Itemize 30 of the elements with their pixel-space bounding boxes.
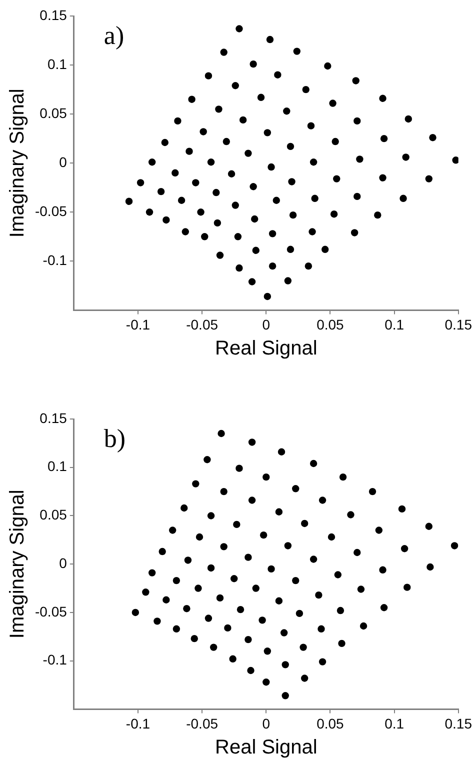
x-tick-label: 0.15 (444, 715, 472, 732)
y-tick-label: -0.05 (34, 202, 68, 219)
y-tick-label: 0.1 (47, 458, 68, 474)
y-tick-label: 0 (59, 154, 68, 170)
annotation: b) (104, 424, 126, 453)
y-tick-label: 0 (59, 554, 68, 571)
x-tick-label: 0.1 (384, 316, 404, 332)
y-tick-label: 0.15 (40, 6, 68, 23)
x-tick-label: -0.1 (126, 316, 150, 332)
y-tick-label: 0.05 (40, 104, 68, 121)
y-tick-label: 0.1 (47, 56, 68, 72)
y-axis-title: Imaginary Signal (6, 490, 29, 639)
x-tick-label: -0.05 (186, 316, 218, 332)
y-tick-label: 0.15 (40, 410, 68, 426)
x-tick-label: 0.15 (444, 316, 472, 332)
x-axis-title: Real Signal (214, 338, 318, 360)
y-axis-title: Imaginary Signal (6, 88, 29, 238)
x-tick-label: 0 (262, 715, 270, 732)
y-tick-label: -0.1 (42, 252, 68, 268)
x-tick-label: 0.05 (316, 715, 344, 732)
x-tick-label: -0.1 (126, 715, 150, 732)
x-tick-label: 0 (262, 316, 270, 332)
y-tick-label: -0.1 (42, 652, 68, 668)
annotation: a) (104, 20, 124, 50)
y-tick-label: -0.05 (34, 603, 68, 620)
x-tick-label: 0.1 (384, 715, 404, 732)
x-axis-title: Real Signal (214, 736, 318, 759)
x-tick-label: 0.05 (316, 316, 344, 332)
y-tick-label: 0.05 (40, 506, 68, 523)
x-tick-label: -0.05 (186, 715, 218, 732)
